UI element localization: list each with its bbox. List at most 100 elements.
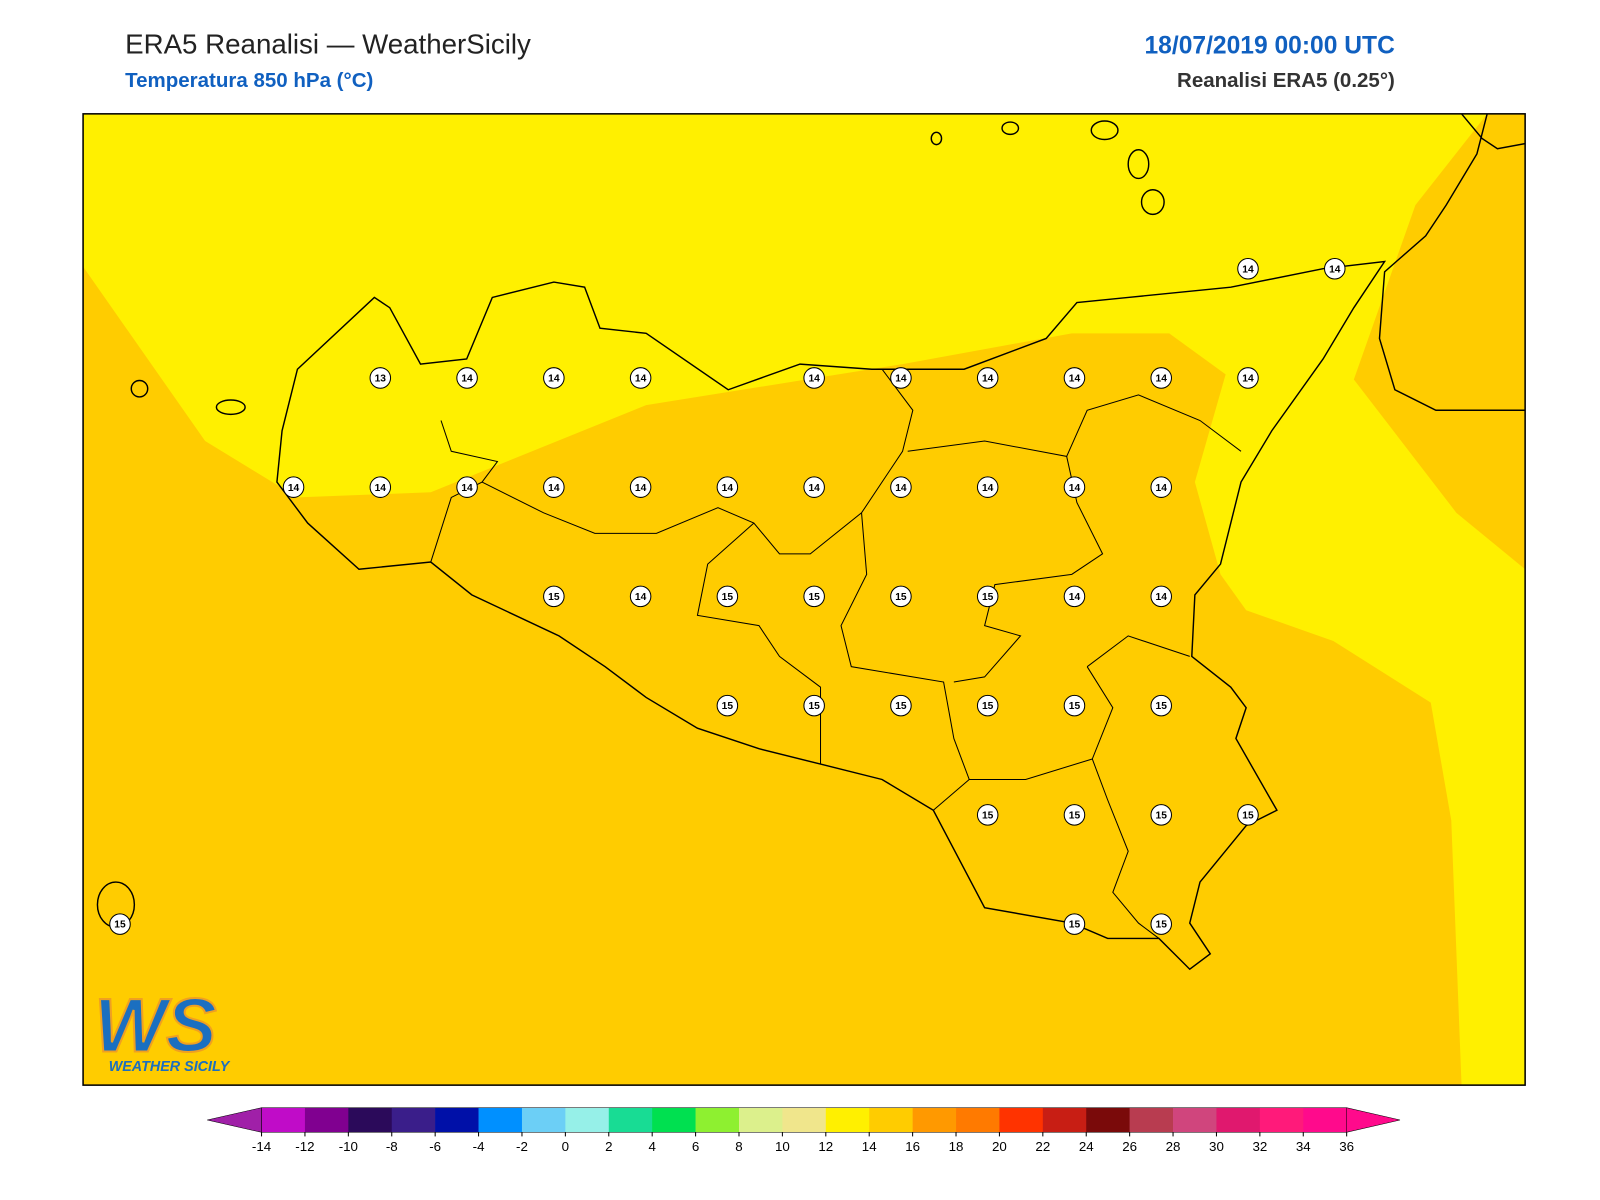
coastline xyxy=(276,260,1387,971)
station-marker xyxy=(976,694,999,717)
station-marker xyxy=(543,476,565,498)
station-value: 14 xyxy=(635,374,647,385)
station-marker xyxy=(629,367,652,389)
station-marker xyxy=(1150,694,1172,717)
station-value: 15 xyxy=(808,592,820,603)
station-value: 15 xyxy=(1069,701,1081,712)
station-marker xyxy=(890,585,912,608)
station-value: 14 xyxy=(982,483,994,494)
colorbar-swatch xyxy=(695,1107,740,1133)
colorbar-tick-label: 12 xyxy=(818,1139,833,1154)
colorbar-swatch xyxy=(608,1107,653,1133)
station-marker xyxy=(543,367,565,389)
colorbar-tick-label: 24 xyxy=(1079,1139,1094,1154)
station-marker xyxy=(1063,694,1086,717)
province-border xyxy=(907,394,1242,457)
station-marker xyxy=(976,476,999,498)
map: 14 14 13 14 14 14 14 14 14 14 14 14 14 14 14 14 14 14 14 14… xyxy=(82,113,1526,1086)
station-value: 15 xyxy=(1156,920,1168,931)
colorbar-tick-label: 8 xyxy=(735,1139,742,1154)
colorbar-tick-label: 16 xyxy=(905,1139,920,1154)
province-border xyxy=(1086,666,1160,939)
colorbar-tick-label: 36 xyxy=(1339,1139,1354,1154)
colorbar-swatch xyxy=(521,1107,566,1133)
colorbar-tick-label: -2 xyxy=(516,1139,528,1154)
colorbar-tick-label: 22 xyxy=(1035,1139,1050,1154)
colorbar-swatch xyxy=(1129,1107,1174,1133)
station-marker xyxy=(1150,804,1172,826)
station-marker xyxy=(1150,476,1172,498)
colorbar: -14 -12 -10 -8 -6 -4 -2 0 2 4 6 8 10 12 14 16 18 20 22 24 26… xyxy=(207,1107,1401,1154)
station-value: 15 xyxy=(722,701,734,712)
station-value: 15 xyxy=(1069,920,1081,931)
colorbar-swatch xyxy=(261,1107,306,1133)
colorbar-swatch xyxy=(912,1107,957,1133)
field-yellow xyxy=(83,113,1526,1086)
station-value: 15 xyxy=(1242,810,1254,821)
station-marker xyxy=(1150,585,1172,608)
station-value: 15 xyxy=(982,592,994,603)
colorbar-tick-label: 26 xyxy=(1122,1139,1137,1154)
station-marker xyxy=(1324,257,1346,280)
calabria-coast xyxy=(1378,113,1526,411)
province-border xyxy=(481,368,914,555)
station-value: 15 xyxy=(114,920,126,931)
logo: WS WEATHER SICILY xyxy=(93,982,231,1075)
date: 18/07/2019 00:00 UTC xyxy=(1144,32,1395,59)
colorbar-swatch xyxy=(348,1107,393,1133)
station-marker xyxy=(716,694,739,717)
station-marker xyxy=(629,476,652,498)
station-marker xyxy=(1063,804,1086,826)
colorbar-tick-label: 20 xyxy=(992,1139,1007,1154)
station-value: 15 xyxy=(808,701,820,712)
station-value: 14 xyxy=(635,483,647,494)
station-value: 14 xyxy=(1069,374,1081,385)
station-marker xyxy=(1237,257,1259,280)
colorbar-over xyxy=(1346,1107,1401,1133)
subtitle: Temperatura 850 hPa (°C) xyxy=(125,69,373,92)
station-value: 14 xyxy=(461,374,473,385)
colorbar-swatch xyxy=(478,1107,523,1133)
colorbar-tick-label: -14 xyxy=(252,1139,272,1154)
province-border xyxy=(969,758,1093,780)
station-marker xyxy=(109,913,131,935)
colorbar-swatch xyxy=(825,1107,870,1133)
station-value: 14 xyxy=(1242,374,1254,385)
station-marker xyxy=(1150,913,1172,935)
station-value: 15 xyxy=(1156,701,1168,712)
station-value: 14 xyxy=(288,483,300,494)
province-border xyxy=(430,420,499,563)
province-border xyxy=(953,456,1104,683)
colorbar-tick-label: 6 xyxy=(692,1139,699,1154)
station-marker xyxy=(1150,367,1172,389)
colorbar-frame xyxy=(261,1107,1347,1133)
colorbar-swatch xyxy=(1042,1107,1087,1133)
colorbar-swatch xyxy=(1173,1107,1217,1133)
station-marker xyxy=(803,476,825,498)
colorbar-swatch xyxy=(304,1107,349,1133)
station-value: 14 xyxy=(1242,264,1254,275)
station-marker xyxy=(976,367,999,389)
station-value: 14 xyxy=(1156,483,1168,494)
colorbar-swatch xyxy=(1086,1107,1130,1133)
colorbar-swatch xyxy=(782,1107,827,1133)
station-marker xyxy=(803,367,825,389)
station-value: 15 xyxy=(982,810,994,821)
station-marker xyxy=(543,585,565,608)
station-value: 13 xyxy=(375,374,387,385)
station-value: 15 xyxy=(1069,810,1081,821)
station-value: 14 xyxy=(982,374,994,385)
colorbar-tick-label: 30 xyxy=(1209,1139,1224,1154)
station-value: 15 xyxy=(722,592,734,603)
colorbar-swatch xyxy=(1216,1107,1261,1133)
logo-text: WEATHER SICILY xyxy=(109,1059,231,1075)
colorbar-tick-label: 34 xyxy=(1296,1139,1311,1154)
station-value: 14 xyxy=(1069,592,1081,603)
station-value: 14 xyxy=(548,374,560,385)
station-marker xyxy=(629,585,652,608)
colorbar-swatch xyxy=(999,1107,1044,1133)
island xyxy=(1090,120,1119,141)
title: ERA5 Reanalisi — WeatherSicily xyxy=(125,28,531,59)
station-marker xyxy=(716,476,739,498)
